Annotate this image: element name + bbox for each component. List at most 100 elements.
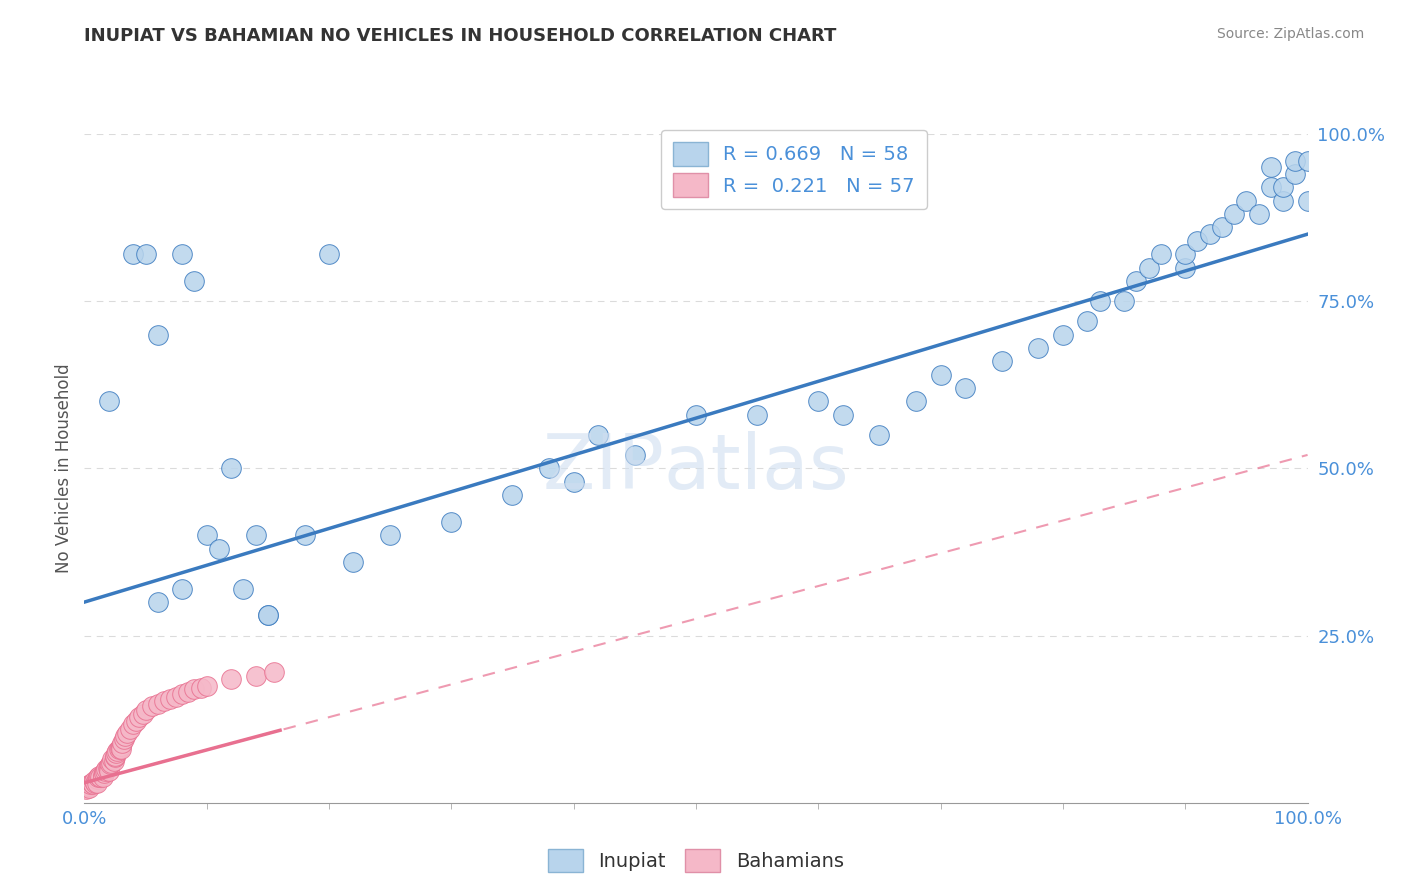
Point [1247,207,1270,221]
Point [82,777,104,791]
Point [115,725,138,739]
Point [263,665,285,680]
Point [1125,274,1147,288]
Point [245,528,267,542]
Point [146,697,169,711]
Point [97,764,120,778]
Point [831,408,853,422]
Point [103,755,125,769]
Point [562,475,585,489]
Point [1198,227,1220,242]
Point [219,461,242,475]
Point [114,729,136,743]
Point [172,247,194,261]
Point [87,769,110,783]
Y-axis label: No Vehicles in Household: No Vehicles in Household [55,363,73,574]
Point [257,608,280,623]
Text: INUPIAT VS BAHAMIAN NO VEHICLES IN HOUSEHOLD CORRELATION CHART: INUPIAT VS BAHAMIAN NO VEHICLES IN HOUSE… [84,27,837,45]
Point [165,690,187,705]
Point [94,764,117,778]
Point [76,779,98,793]
Point [1284,153,1306,168]
Point [86,772,108,787]
Point [122,247,145,261]
Point [1187,234,1209,248]
Point [93,765,115,780]
Text: ZIP​atlas: ZIP​atlas [543,432,849,505]
Text: Source: ZipAtlas.com: Source: ZipAtlas.com [1216,27,1364,41]
Point [98,756,121,771]
Point [118,723,141,737]
Point [586,428,609,442]
Point [318,247,340,261]
Point [125,714,148,728]
Point [128,710,150,724]
Point [91,767,114,781]
Point [77,779,100,793]
Point [219,672,242,686]
Point [111,735,134,749]
Point [440,515,463,529]
Point [195,528,218,542]
Point [172,687,194,701]
Point [183,681,205,696]
Point [1076,314,1098,328]
Point [104,750,127,764]
Point [1272,194,1295,208]
Point [101,752,124,766]
Point [177,685,200,699]
Point [97,759,120,773]
Point [135,247,157,261]
Point [83,774,105,789]
Point [1284,167,1306,181]
Point [75,782,97,797]
Point [107,742,129,756]
Point [1114,294,1136,309]
Point [195,679,218,693]
Point [100,756,122,770]
Point [342,555,364,569]
Point [502,488,524,502]
Point [1088,294,1111,309]
Point [97,761,120,775]
Point [1150,247,1173,261]
Point [104,749,127,764]
Point [89,770,111,785]
Point [135,703,157,717]
Point [1174,260,1197,275]
Point [1296,194,1319,208]
Point [1260,180,1282,194]
Point [807,394,830,409]
Point [245,669,267,683]
Point [86,775,108,790]
Point [624,448,647,462]
Point [380,528,402,542]
Point [1028,341,1050,355]
Point [1052,327,1074,342]
Point [80,775,103,790]
Point [747,408,769,422]
Point [1296,153,1319,168]
Point [257,608,280,623]
Point [869,428,891,442]
Point [105,746,128,760]
Point [91,770,114,785]
Point [1223,207,1246,221]
Point [87,770,110,785]
Point [929,368,952,382]
Point [141,698,163,713]
Point [112,732,135,747]
Point [108,740,131,755]
Point [190,681,212,695]
Point [1174,247,1197,261]
Point [96,762,118,776]
Point [97,394,120,409]
Point [153,694,176,708]
Point [110,739,132,753]
Point [905,394,928,409]
Point [991,354,1014,368]
Legend: Inupiat, Bahamians: Inupiat, Bahamians [540,841,852,880]
Point [79,777,101,791]
Point [1272,180,1295,194]
Point [1260,161,1282,175]
